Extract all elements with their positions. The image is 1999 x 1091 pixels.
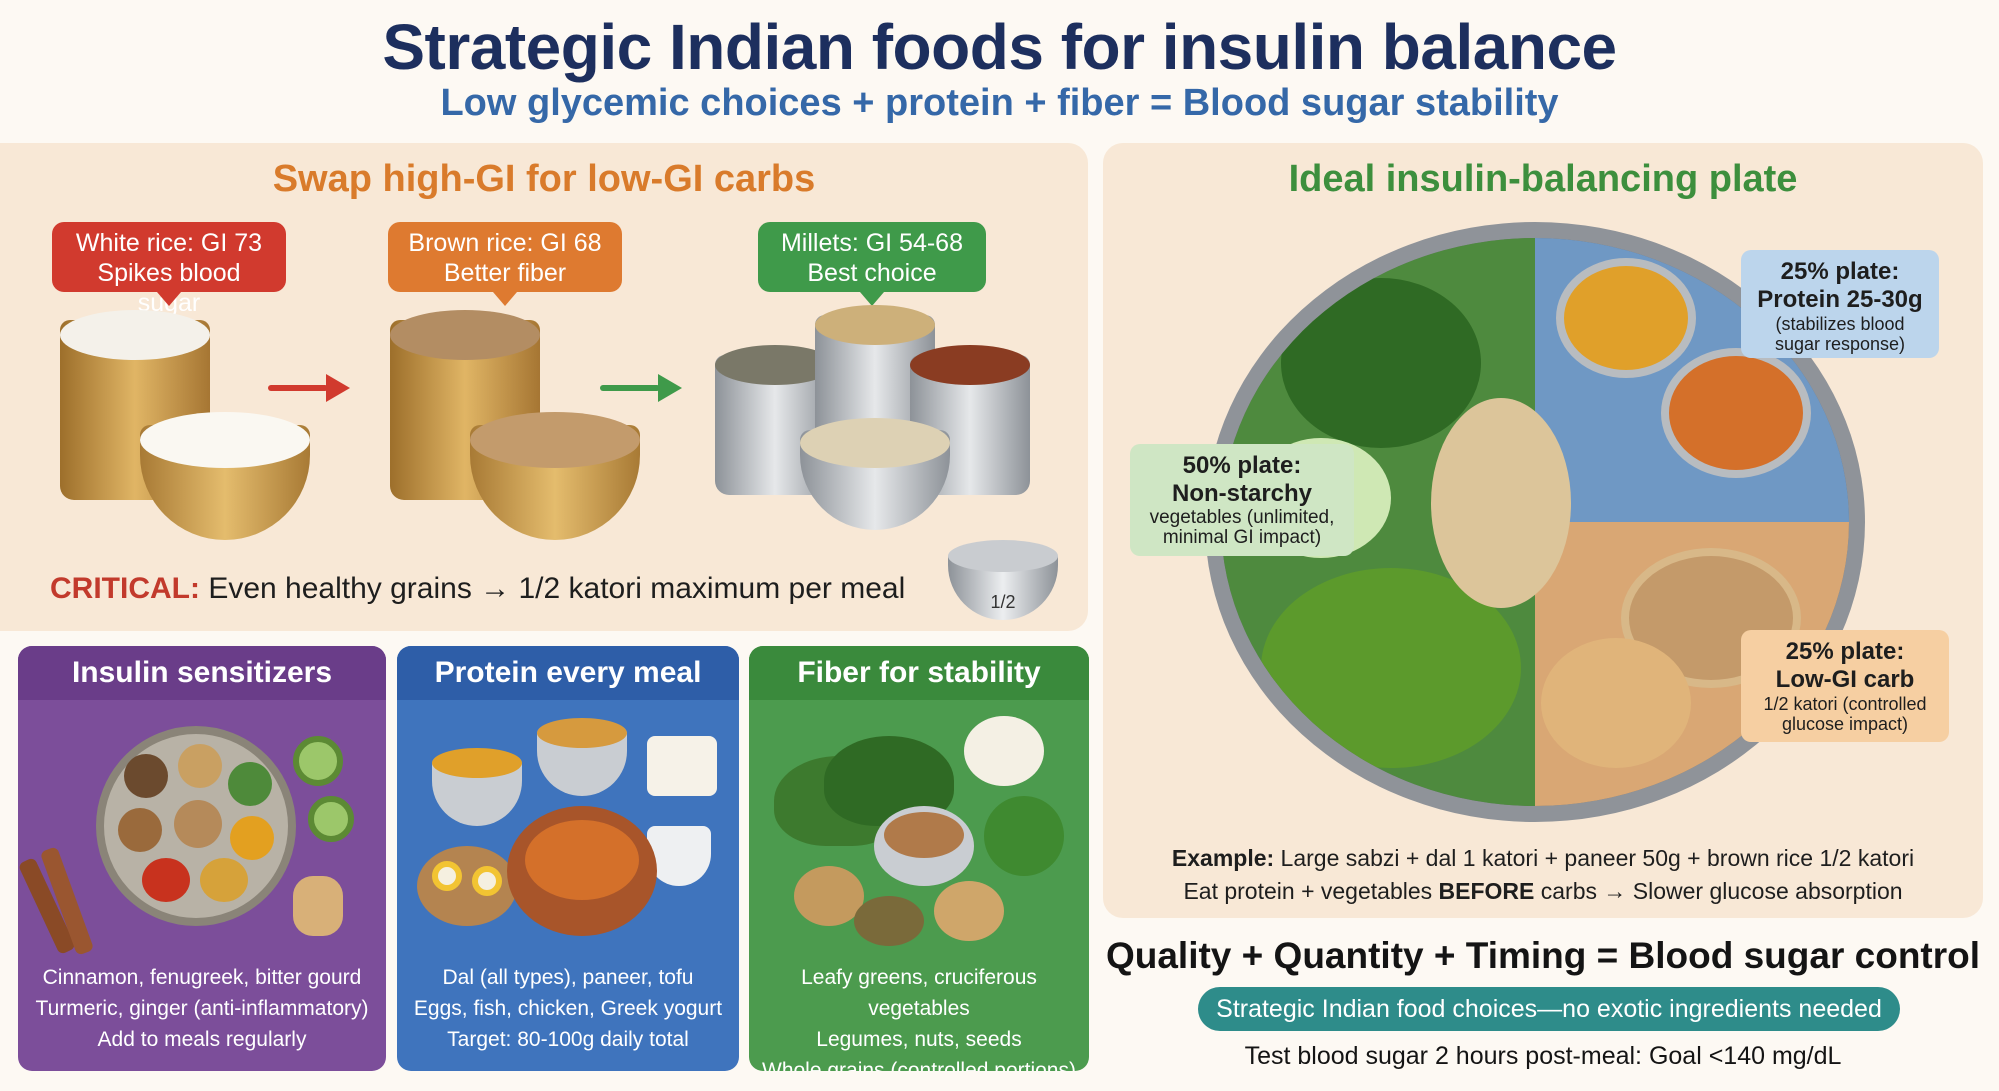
critical-label: CRITICAL: (50, 572, 200, 605)
katori-illustration: 1/2 (948, 540, 1058, 622)
test-blood-sugar-note: Test blood sugar 2 hours post-meal: Goal… (1244, 1042, 1842, 1070)
white-rice-illustration (55, 300, 315, 550)
fiber-card: Fiber for stability Leafy greens, crucif… (749, 646, 1089, 1071)
veg-label-title-2: Non-starchy (1171, 480, 1313, 507)
fiber-line-1: Leafy greens, cruciferous vegetables (801, 966, 1037, 1020)
strategic-pill: Strategic Indian food choices—no exotic … (1198, 987, 1900, 1031)
carb-label-title-2: Low-GI carb (1775, 666, 1915, 693)
critical-text: Even healthy grains → 1/2 katori maximum… (199, 572, 906, 605)
arrow-right-green-icon (658, 374, 682, 402)
arrow-line-green (600, 385, 660, 391)
sensitizers-line-2: Turmeric, ginger (anti-inflammatory) (35, 997, 369, 1020)
order-text-pre: Eat protein + vegetables (1183, 878, 1439, 904)
millets-note: Best choice (807, 259, 937, 287)
protein-line-3: Target: 80-100g daily total (447, 1028, 689, 1051)
protein-line-2: Eggs, fish, chicken, Greek yogurt (413, 997, 723, 1020)
spice-box-illustration (96, 726, 296, 926)
sensitizers-line-3: Add to meals regularly (97, 1028, 307, 1051)
carb-label: 25% plate: Low-GI carb 1/2 katori (contr… (1741, 630, 1949, 742)
veg-label-title-1: 50% plate: (1182, 452, 1302, 479)
fiber-line-3: Whole grains (controlled portions) (762, 1059, 1076, 1071)
protein-line-1: Dal (all types), paneer, tofu (442, 966, 694, 989)
protein-label: 25% plate: Protein 25-30g (stabilizes bl… (1741, 250, 1939, 358)
plate-heading: Ideal insulin-balancing plate (1288, 158, 1798, 200)
insulin-sensitizers-card: Insulin sensitizers Cinnamon, fenugreek,… (18, 646, 386, 1071)
swap-heading: Swap high-GI for low-GI carbs (272, 158, 816, 200)
veg-label-detail-1: vegetables (unlimited, (1149, 507, 1335, 528)
arrow-line-red (268, 385, 328, 391)
protein-foods-illustration (417, 716, 717, 956)
brown-rice-gi: Brown rice: GI 68 (408, 229, 602, 257)
eating-order-line: Eat protein + vegetables BEFORE carbs → … (1103, 878, 1983, 905)
millets-gi: Millets: GI 54-68 (780, 229, 963, 257)
brown-rice-note: Better fiber (443, 259, 567, 287)
vegetables-label: 50% plate: Non-starchy vegetables (unlim… (1130, 444, 1354, 556)
fiber-foods-illustration (764, 716, 1074, 956)
protein-label-title-2: Protein 25-30g (1757, 286, 1923, 313)
protein-label-detail-1: (stabilizes blood (1775, 314, 1905, 334)
example-label: Example: (1171, 845, 1275, 871)
white-rice-callout: White rice: GI 73 Spikes blood sugar (52, 222, 286, 317)
protein-label-detail-2: sugar response) (1774, 334, 1906, 354)
brown-rice-callout: Brown rice: GI 68 Better fiber (388, 222, 622, 306)
critical-note: CRITICAL: Even healthy grains → 1/2 kato… (50, 572, 950, 606)
page-subtitle: Low glycemic choices + protein + fiber =… (440, 82, 1559, 124)
fiber-line-2: Legumes, nuts, seeds (816, 1028, 1022, 1051)
order-text-post: carbs → Slower glucose absorption (1534, 878, 1903, 904)
insulin-sensitizers-title: Insulin sensitizers (18, 646, 386, 700)
protein-label-title-1: 25% plate: (1780, 258, 1900, 285)
page-title: Strategic Indian foods for insulin balan… (382, 11, 1617, 83)
katori-label: 1/2 (990, 592, 1016, 612)
millets-callout: Millets: GI 54-68 Best choice (758, 222, 986, 306)
protein-title: Protein every meal (397, 646, 739, 700)
carb-label-detail-1: 1/2 katori (controlled (1763, 694, 1927, 714)
white-rice-gi: White rice: GI 73 (75, 229, 263, 257)
carb-label-detail-2: glucose impact) (1781, 714, 1909, 734)
carb-label-title-1: 25% plate: (1785, 638, 1905, 665)
brown-rice-illustration (385, 300, 645, 550)
formula-headline: Quality + Quantity + Timing = Blood suga… (1105, 935, 1981, 976)
white-rice-note: Spikes blood sugar (97, 259, 241, 317)
millets-illustration (710, 300, 1040, 550)
fiber-title: Fiber for stability (749, 646, 1089, 700)
protein-card: Protein every meal Dal (all types), pane… (397, 646, 739, 1071)
veg-label-detail-2: minimal GI impact) (1162, 527, 1322, 548)
example-line: Example: Large sabzi + dal 1 katori + pa… (1103, 845, 1983, 872)
sensitizers-line-1: Cinnamon, fenugreek, bitter gourd (42, 966, 362, 989)
arrow-right-red-icon (326, 374, 350, 402)
example-text: Large sabzi + dal 1 katori + paneer 50g … (1274, 845, 1915, 871)
order-text-bold: BEFORE (1438, 878, 1535, 904)
